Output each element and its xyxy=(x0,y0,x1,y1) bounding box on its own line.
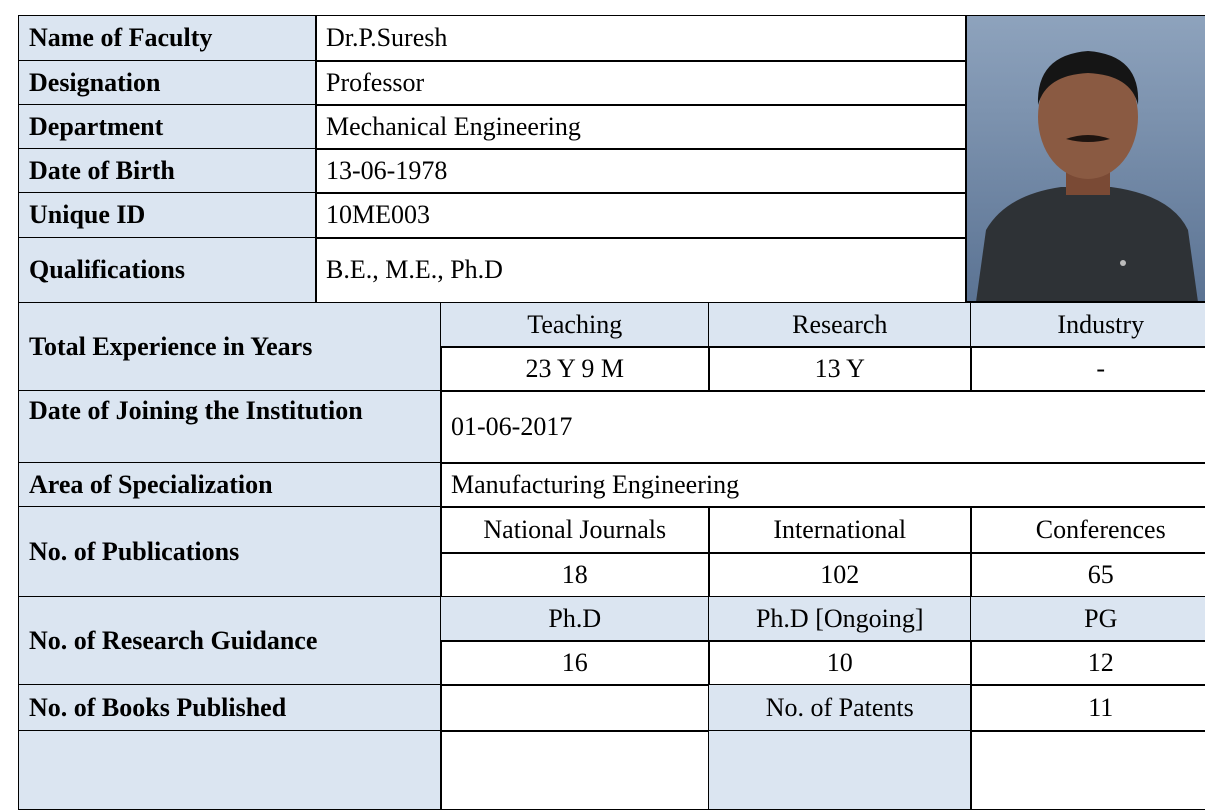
empty-cell xyxy=(18,730,442,810)
empty-cell xyxy=(970,730,1205,810)
patents-value: 11 xyxy=(970,684,1205,732)
field-label: Unique ID xyxy=(18,192,317,239)
column-header: Ph.D [Ongoing] xyxy=(708,596,972,642)
field-label: Designation xyxy=(18,60,317,106)
section-label: No. of Research Guidance xyxy=(18,596,442,686)
field-label: Department xyxy=(18,104,317,150)
column-value: 23 Y 9 M xyxy=(440,346,710,392)
faculty-photo xyxy=(966,16,1205,301)
photo-frame xyxy=(965,15,1205,302)
field-label: Name of Faculty xyxy=(18,15,317,62)
column-value: 16 xyxy=(440,640,710,686)
column-header: National Journals xyxy=(440,506,710,554)
field-value: 13-06-1978 xyxy=(315,148,967,194)
section-value: Manufacturing Engineering xyxy=(440,462,1205,508)
empty-cell xyxy=(708,730,972,810)
column-value: 65 xyxy=(970,552,1205,598)
field-label: Date of Birth xyxy=(18,148,317,194)
column-value: 10 xyxy=(708,640,972,686)
section-label: Area of Specialization xyxy=(18,462,442,508)
column-value: - xyxy=(970,346,1205,392)
column-value: 18 xyxy=(440,552,710,598)
patents-label: No. of Patents xyxy=(708,684,972,732)
empty-cell xyxy=(440,730,710,810)
field-value: Mechanical Engineering xyxy=(315,104,967,150)
column-header: Teaching xyxy=(440,302,710,348)
column-value: 12 xyxy=(970,640,1205,686)
column-header: International xyxy=(708,506,972,554)
column-header: Conferences xyxy=(970,506,1205,554)
field-value: 10ME003 xyxy=(315,192,967,239)
column-header: Research xyxy=(708,302,972,348)
field-value: B.E., M.E., Ph.D xyxy=(315,237,967,304)
column-value: 102 xyxy=(708,552,972,598)
field-value: Professor xyxy=(315,60,967,106)
section-label: Date of Joining the Institution xyxy=(18,390,442,464)
field-label: Qualifications xyxy=(18,237,317,304)
section-label: No. of Books Published xyxy=(18,684,442,732)
section-label: No. of Publications xyxy=(18,506,442,598)
column-header: Industry xyxy=(970,302,1205,348)
column-value: 13 Y xyxy=(708,346,972,392)
column-header: Ph.D xyxy=(440,596,710,642)
field-value: Dr.P.Suresh xyxy=(315,15,967,62)
column-header: PG xyxy=(970,596,1205,642)
section-label: Total Experience in Years xyxy=(18,302,442,392)
section-value: 01-06-2017 xyxy=(440,390,1205,464)
books-value-cell xyxy=(440,684,710,732)
